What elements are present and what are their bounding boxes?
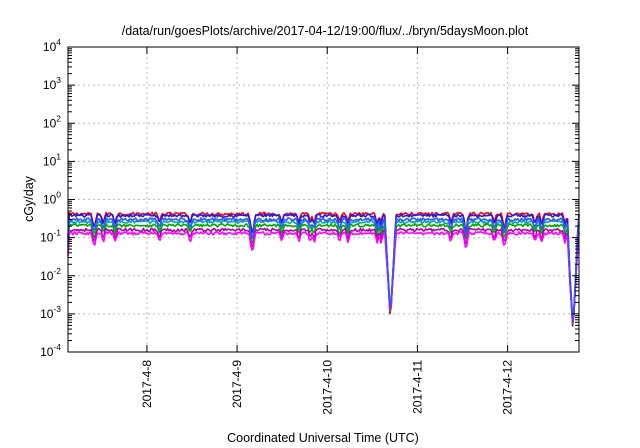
- series-group: [67, 211, 580, 327]
- x-tick-label: 2017-4-10: [320, 360, 334, 415]
- y-tick-label: 10-3: [40, 304, 61, 321]
- grid-lines: [68, 47, 579, 352]
- series-line: [67, 219, 580, 324]
- y-tick-label: 103: [43, 75, 61, 92]
- series-line: [67, 227, 580, 322]
- series-line: [67, 211, 580, 327]
- y-tick-label: 10-2: [40, 266, 61, 283]
- y-tick-label: 10-1: [40, 228, 61, 245]
- x-axis-ticks: 2017-4-8 2017-4-9 2017-4-10 2017-4-11 2017-4…: [140, 47, 515, 415]
- y-axis-label: cGy/day: [22, 175, 36, 222]
- y-tick-label: 101: [43, 151, 61, 168]
- series-line: [67, 213, 580, 326]
- y-tick-label: 10-4: [40, 342, 61, 359]
- x-tick-label: 2017-4-12: [501, 360, 515, 415]
- x-tick-label: 2017-4-11: [410, 360, 424, 414]
- series-line: [67, 223, 580, 323]
- x-tick-label: 2017-4-8: [140, 360, 154, 408]
- y-tick-label: 102: [43, 113, 61, 130]
- plot-frame: [67, 46, 580, 353]
- x-tick-label: 2017-4-9: [230, 360, 244, 408]
- y-axis-ticks: 104 103 102 101 100 10-1 10-2 10-3 10-4: [40, 37, 579, 359]
- chart-title: /data/run/goesPlots/archive/2017-04-12/1…: [122, 24, 529, 38]
- x-axis-label: Coordinated Universal Time (UTC): [227, 431, 419, 445]
- series-line: [67, 231, 580, 321]
- y-tick-label: 104: [43, 37, 61, 54]
- y-tick-label: 100: [43, 190, 61, 207]
- series-line: [67, 217, 580, 319]
